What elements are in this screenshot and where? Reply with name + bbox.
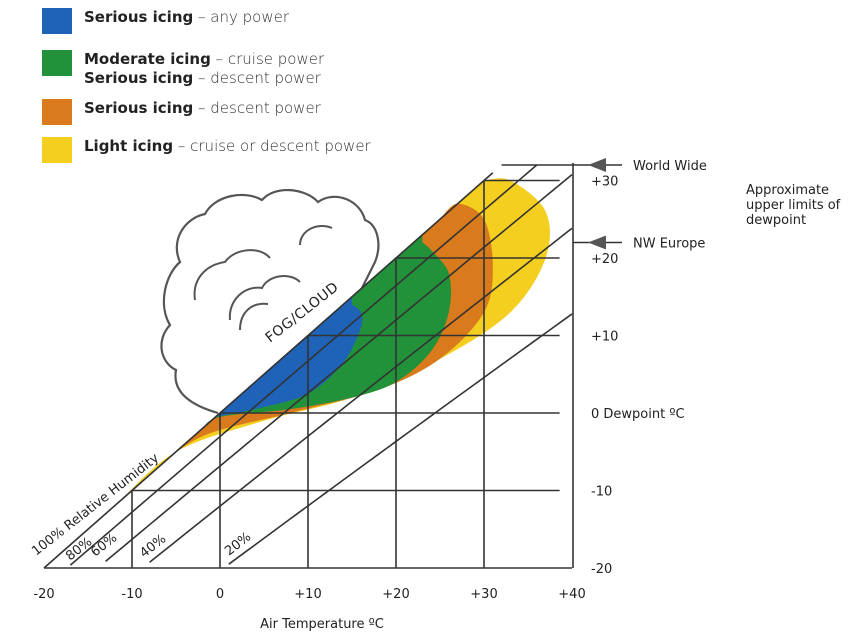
limits-title: upper limits of: [746, 198, 841, 213]
legend-swatch: [42, 99, 72, 125]
legend-item: Moderate icing – cruise power Serious ici…: [42, 50, 324, 88]
y-tick-label: 0 Dewpoint ºC: [591, 407, 685, 422]
legend-label: Moderate icing – cruise power Serious ici…: [84, 50, 324, 88]
legend-item: Serious icing – descent power: [42, 99, 321, 125]
cloud-detail: [239, 302, 269, 331]
humidity-label: 60%: [88, 531, 120, 561]
y-tick-label: -10: [591, 485, 612, 500]
x-tick-label: +30: [470, 587, 497, 602]
limit-marker-arrow: [588, 158, 606, 172]
y-tick-label: +10: [591, 330, 618, 345]
humidity-line: [43, 172, 494, 569]
x-tick-label: -10: [121, 587, 142, 602]
legend-label-bold: Serious icing: [84, 8, 194, 26]
y-tick-label: -20: [591, 562, 612, 577]
legend-label-detail: – descent power: [193, 69, 321, 87]
icing-region: [215, 296, 363, 417]
legend-label: Serious icing – descent power: [84, 99, 321, 118]
legend-swatch: [42, 50, 72, 76]
legend-label-bold: Moderate icing: [84, 50, 211, 68]
y-tick-label: +30: [591, 175, 618, 190]
x-tick-label: -20: [33, 587, 54, 602]
humidity-line: [69, 164, 538, 566]
humidity-label: 40%: [137, 532, 169, 562]
legend-label-bold: Light icing: [84, 137, 174, 155]
cloud-detail: [299, 225, 333, 246]
legend-swatch: [42, 137, 72, 163]
y-tick-label: +20: [591, 252, 618, 267]
legend-item: Light icing – cruise or descent power: [42, 137, 371, 163]
legend-swatch: [42, 8, 72, 34]
legend-label-detail: – cruise or descent power: [173, 137, 371, 155]
legend-label: Light icing – cruise or descent power: [84, 137, 371, 156]
limit-marker-arrow: [588, 235, 606, 250]
limit-marker-label: NW Europe: [633, 237, 705, 252]
cloud-detail: [193, 249, 271, 301]
legend-label-bold: Serious icing: [84, 69, 194, 87]
cloud-outline: [160, 188, 380, 415]
limits-title: Approximate: [746, 183, 829, 198]
humidity-label: 20%: [222, 530, 254, 560]
limit-marker-label: World Wide: [633, 159, 707, 174]
humidity-line: [228, 313, 573, 565]
legend-label-detail: – any power: [193, 8, 289, 26]
cloud-detail: [228, 275, 301, 321]
x-axis-title: Air Temperature ºC: [260, 617, 384, 632]
limits-title: dewpoint: [746, 213, 806, 228]
x-tick-label: +20: [382, 587, 409, 602]
legend-label-detail: – descent power: [193, 99, 321, 117]
x-tick-label: +10: [294, 587, 321, 602]
x-tick-label: +40: [558, 587, 585, 602]
x-tick-label: 0: [216, 587, 224, 602]
legend-item: Serious icing – any power: [42, 8, 289, 34]
legend-label-detail: – cruise power: [210, 50, 325, 68]
legend-label-bold: Serious icing: [84, 99, 194, 117]
legend-label: Serious icing – any power: [84, 8, 289, 27]
humidity-line: [149, 227, 573, 563]
humidity-line: [105, 174, 573, 562]
